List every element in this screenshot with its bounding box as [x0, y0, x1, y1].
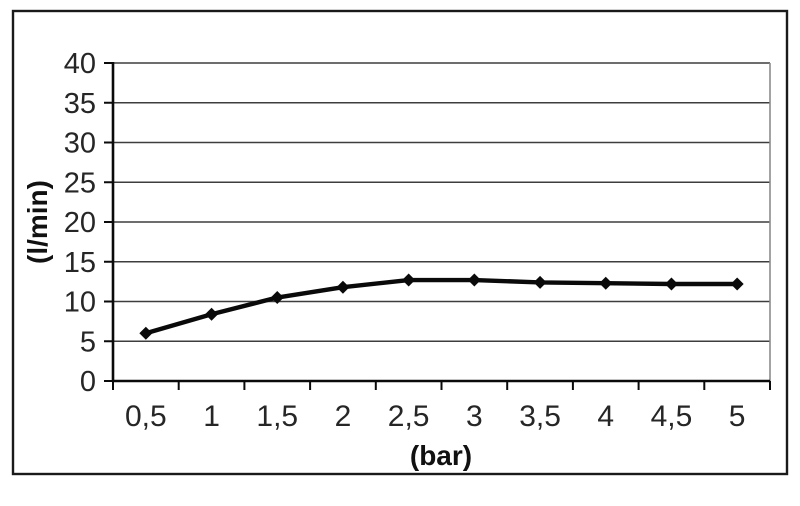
y-tick-label: 40: [64, 48, 96, 80]
data-point-marker: [467, 273, 481, 287]
data-point-marker: [402, 273, 416, 287]
series-line: [143, 277, 740, 336]
data-point-marker: [730, 277, 744, 291]
data-point-marker: [664, 277, 678, 291]
y-tick-label: 35: [64, 88, 96, 120]
y-tick-label: 5: [80, 326, 96, 358]
data-point-marker: [270, 291, 284, 305]
y-axis-title: (l/min): [22, 180, 53, 264]
data-point-marker: [139, 326, 153, 340]
x-tick-label: 4,5: [651, 400, 693, 433]
x-tick-label: 2: [335, 400, 352, 433]
x-tick-label: 1: [203, 400, 220, 433]
x-tick-label: 1,5: [256, 400, 298, 433]
y-axis-tick-labels: 0 5 10 15 20 25 30 35 40: [64, 48, 96, 398]
data-series: [139, 273, 744, 340]
x-axis-title: (bar): [410, 440, 472, 471]
y-tick-label: 20: [64, 207, 96, 239]
x-axis-tick-labels: 0,5 1 1,5 2 2,5 3 3,5 4 4,5 5: [125, 400, 746, 433]
x-tick-label: 3,5: [519, 400, 561, 433]
y-tick-label: 10: [64, 287, 96, 319]
y-tick-label: 0: [80, 366, 96, 398]
x-tick-label: 5: [729, 400, 746, 433]
chart-outer-border: [11, 9, 789, 476]
data-point-marker: [533, 275, 547, 289]
x-tick-label: 3: [466, 400, 483, 433]
y-tick-label: 15: [64, 247, 96, 279]
data-point-marker: [336, 280, 350, 294]
axes: [104, 62, 771, 390]
x-tick-label: 4: [597, 400, 614, 433]
x-tick-label: 2,5: [388, 400, 430, 433]
x-tick-label: 0,5: [125, 400, 167, 433]
y-tick-label: 30: [64, 128, 96, 160]
data-point-marker: [205, 307, 219, 321]
y-tick-label: 25: [64, 167, 96, 199]
gridlines: [113, 62, 771, 381]
data-point-marker: [599, 276, 613, 290]
